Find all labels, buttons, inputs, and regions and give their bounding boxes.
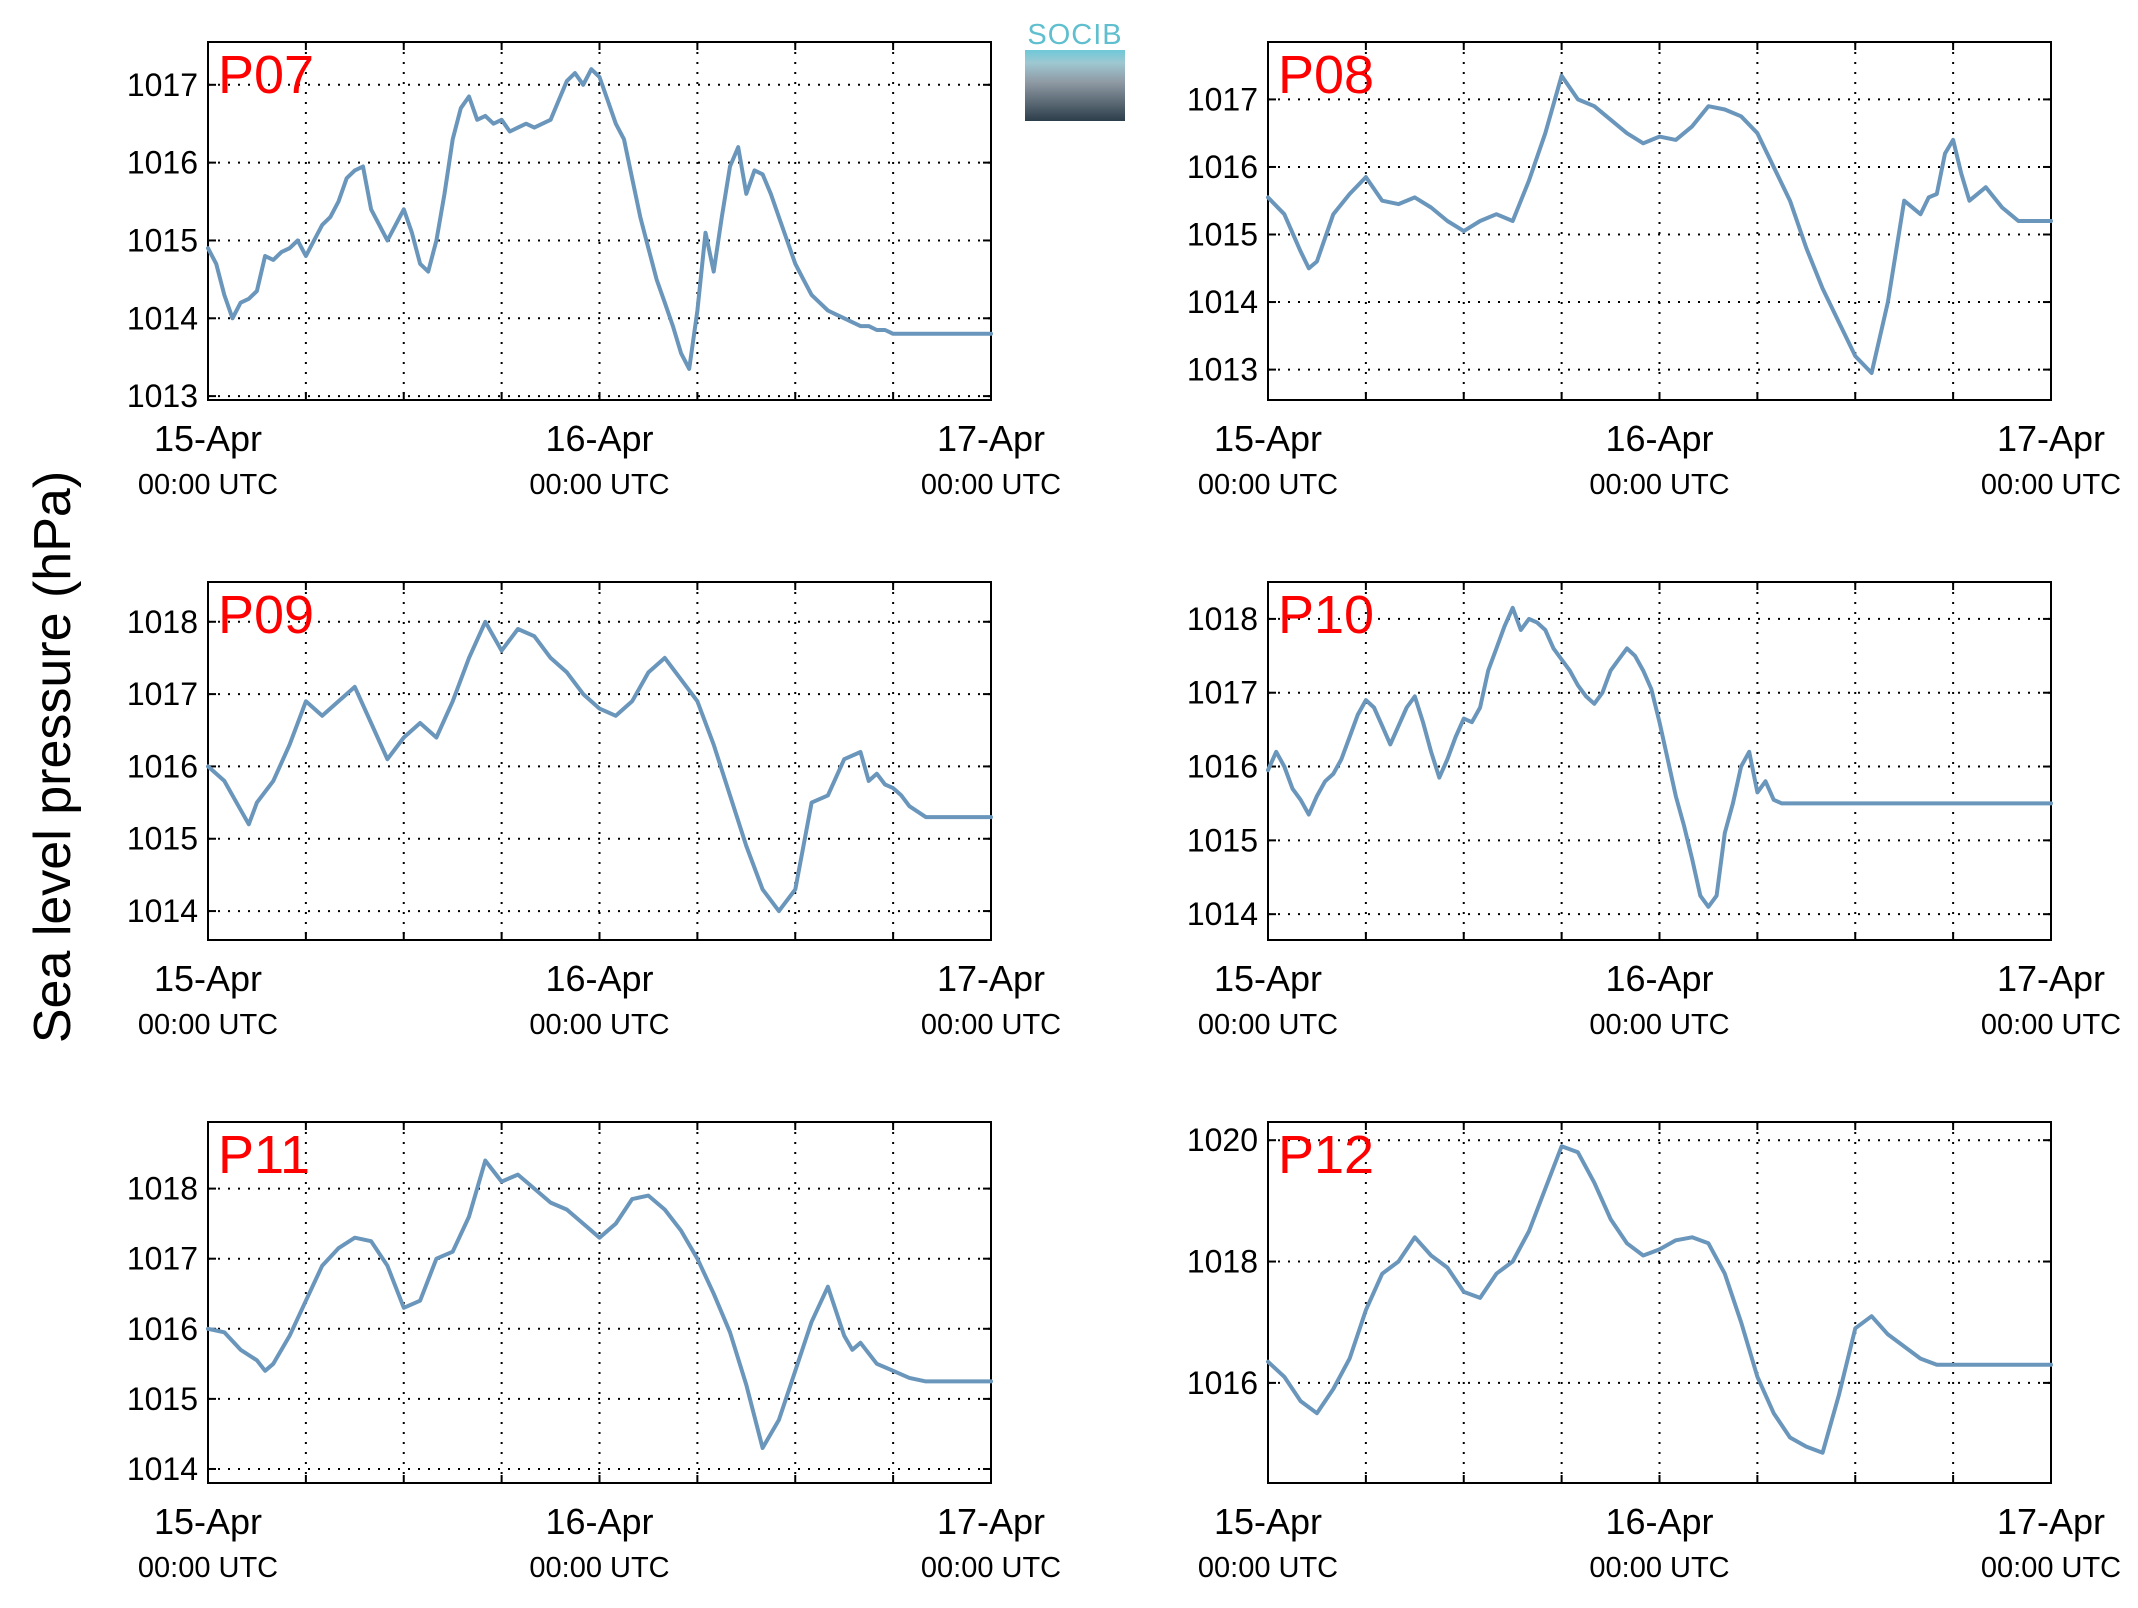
y-tick-label: 1016	[127, 748, 198, 784]
x-tick-label: 16-Apr	[545, 1501, 653, 1542]
series-line	[206, 619, 993, 914]
station-label: P08	[1278, 45, 1374, 105]
x-tick-sublabel: 00:00 UTC	[1981, 1552, 2121, 1584]
x-tick-sublabel: 00:00 UTC	[1589, 1552, 1729, 1584]
x-tick-label: 15-Apr	[1214, 958, 1322, 999]
y-tick-label: 1016	[1187, 1365, 1258, 1401]
y-tick-label: 1015	[127, 821, 198, 857]
x-tick-sublabel: 00:00 UTC	[1198, 469, 1338, 501]
x-tick-sublabel: 00:00 UTC	[138, 1552, 278, 1584]
series-line	[206, 1158, 993, 1450]
x-tick-sublabel: 00:00 UTC	[921, 469, 1061, 501]
station-label: P11	[218, 1125, 310, 1185]
x-tick-label: 16-Apr	[545, 418, 653, 459]
y-tick-label: 1018	[1187, 601, 1258, 637]
series-line	[1266, 73, 2053, 375]
y-tick-label: 1017	[1187, 81, 1258, 117]
chart-panel-p10: 1014 1015 1016 1017 1018 15-Apr 00:00 UTC 16-Ap…	[1187, 581, 2121, 1041]
y-axis-label: Sea level pressure (hPa)	[24, 471, 82, 1043]
x-tick-label: 17-Apr	[937, 1501, 1045, 1542]
station-label: P10	[1278, 585, 1374, 645]
y-tick-label: 1015	[127, 222, 198, 258]
x-tick-label: 17-Apr	[937, 958, 1045, 999]
x-tick-sublabel: 00:00 UTC	[921, 1009, 1061, 1041]
y-tick-label: 1014	[1187, 896, 1258, 932]
chart-panel-p07: 1013 1014 1015 1016 1017 15-Apr 00:00 UTC 16-Ap…	[127, 41, 1061, 501]
x-tick-label: 15-Apr	[154, 958, 262, 999]
y-tick-label: 1018	[1187, 1244, 1258, 1280]
x-tick-label: 15-Apr	[154, 418, 262, 459]
x-tick-label: 15-Apr	[1214, 1501, 1322, 1542]
y-tick-label: 1016	[127, 145, 198, 181]
chart-panel-p11: 1014 1015 1016 1017 1018 15-Apr 00:00 UTC 16-Ap…	[127, 1121, 1061, 1584]
series-line	[1266, 1144, 2053, 1455]
x-tick-label: 16-Apr	[1605, 958, 1713, 999]
chart-panel-p12: 1016 1018 1020 15-Apr 00:00 UTC 16-Apr 00:00 U…	[1187, 1121, 2121, 1584]
x-tick-sublabel: 00:00 UTC	[529, 1009, 669, 1041]
x-tick-label: 15-Apr	[1214, 418, 1322, 459]
y-tick-label: 1016	[1187, 749, 1258, 785]
y-tick-label: 1020	[1187, 1122, 1258, 1158]
y-tick-label: 1017	[1187, 675, 1258, 711]
station-label: P09	[218, 585, 314, 645]
socib-logo: SOCIB	[1025, 20, 1125, 121]
y-tick-label: 1015	[1187, 822, 1258, 858]
y-tick-label: 1016	[1187, 149, 1258, 185]
x-tick-label: 17-Apr	[1997, 418, 2105, 459]
y-tick-label: 1013	[1187, 352, 1258, 388]
y-tick-label: 1017	[127, 676, 198, 712]
x-tick-label: 17-Apr	[937, 418, 1045, 459]
x-tick-sublabel: 00:00 UTC	[529, 1552, 669, 1584]
x-tick-sublabel: 00:00 UTC	[1198, 1009, 1338, 1041]
logo-graphic	[1025, 50, 1125, 121]
series-line	[206, 67, 993, 371]
x-tick-label: 16-Apr	[1605, 418, 1713, 459]
y-tick-label: 1015	[127, 1381, 198, 1417]
y-tick-label: 1018	[127, 1171, 198, 1207]
y-tick-label: 1014	[127, 1451, 198, 1487]
y-tick-label: 1016	[127, 1311, 198, 1347]
y-tick-label: 1015	[1187, 217, 1258, 253]
x-tick-sublabel: 00:00 UTC	[1981, 469, 2121, 501]
y-tick-label: 1018	[127, 604, 198, 640]
x-tick-sublabel: 00:00 UTC	[1981, 1009, 2121, 1041]
y-tick-label: 1014	[127, 300, 198, 336]
x-tick-sublabel: 00:00 UTC	[1198, 1552, 1338, 1584]
x-tick-label: 16-Apr	[1605, 1501, 1713, 1542]
axes-box	[1267, 581, 2052, 941]
station-label: P07	[218, 45, 314, 105]
x-tick-sublabel: 00:00 UTC	[138, 1009, 278, 1041]
chart-panel-p09: 1014 1015 1016 1017 1018 15-Apr 00:00 UTC 16-Ap…	[127, 581, 1061, 1041]
axes-box	[1267, 41, 2052, 401]
x-tick-label: 15-Apr	[154, 1501, 262, 1542]
series-line	[1266, 605, 2053, 909]
x-tick-label: 17-Apr	[1997, 958, 2105, 999]
y-tick-label: 1017	[127, 67, 198, 103]
x-tick-label: 17-Apr	[1997, 1501, 2105, 1542]
axes-box	[207, 581, 992, 941]
y-tick-label: 1014	[1187, 284, 1258, 320]
station-label: P12	[1278, 1125, 1374, 1185]
y-tick-label: 1014	[127, 893, 198, 929]
x-tick-sublabel: 00:00 UTC	[1589, 469, 1729, 501]
chart-panel-p08: 1013 1014 1015 1016 1017 15-Apr 00:00 UTC 16-Ap…	[1187, 41, 2121, 501]
x-tick-sublabel: 00:00 UTC	[921, 1552, 1061, 1584]
x-tick-label: 16-Apr	[545, 958, 653, 999]
y-tick-label: 1013	[127, 378, 198, 414]
x-tick-sublabel: 00:00 UTC	[1589, 1009, 1729, 1041]
x-tick-sublabel: 00:00 UTC	[529, 469, 669, 501]
logo-text: SOCIB	[1027, 19, 1123, 51]
x-tick-sublabel: 00:00 UTC	[138, 469, 278, 501]
y-tick-label: 1017	[127, 1241, 198, 1277]
